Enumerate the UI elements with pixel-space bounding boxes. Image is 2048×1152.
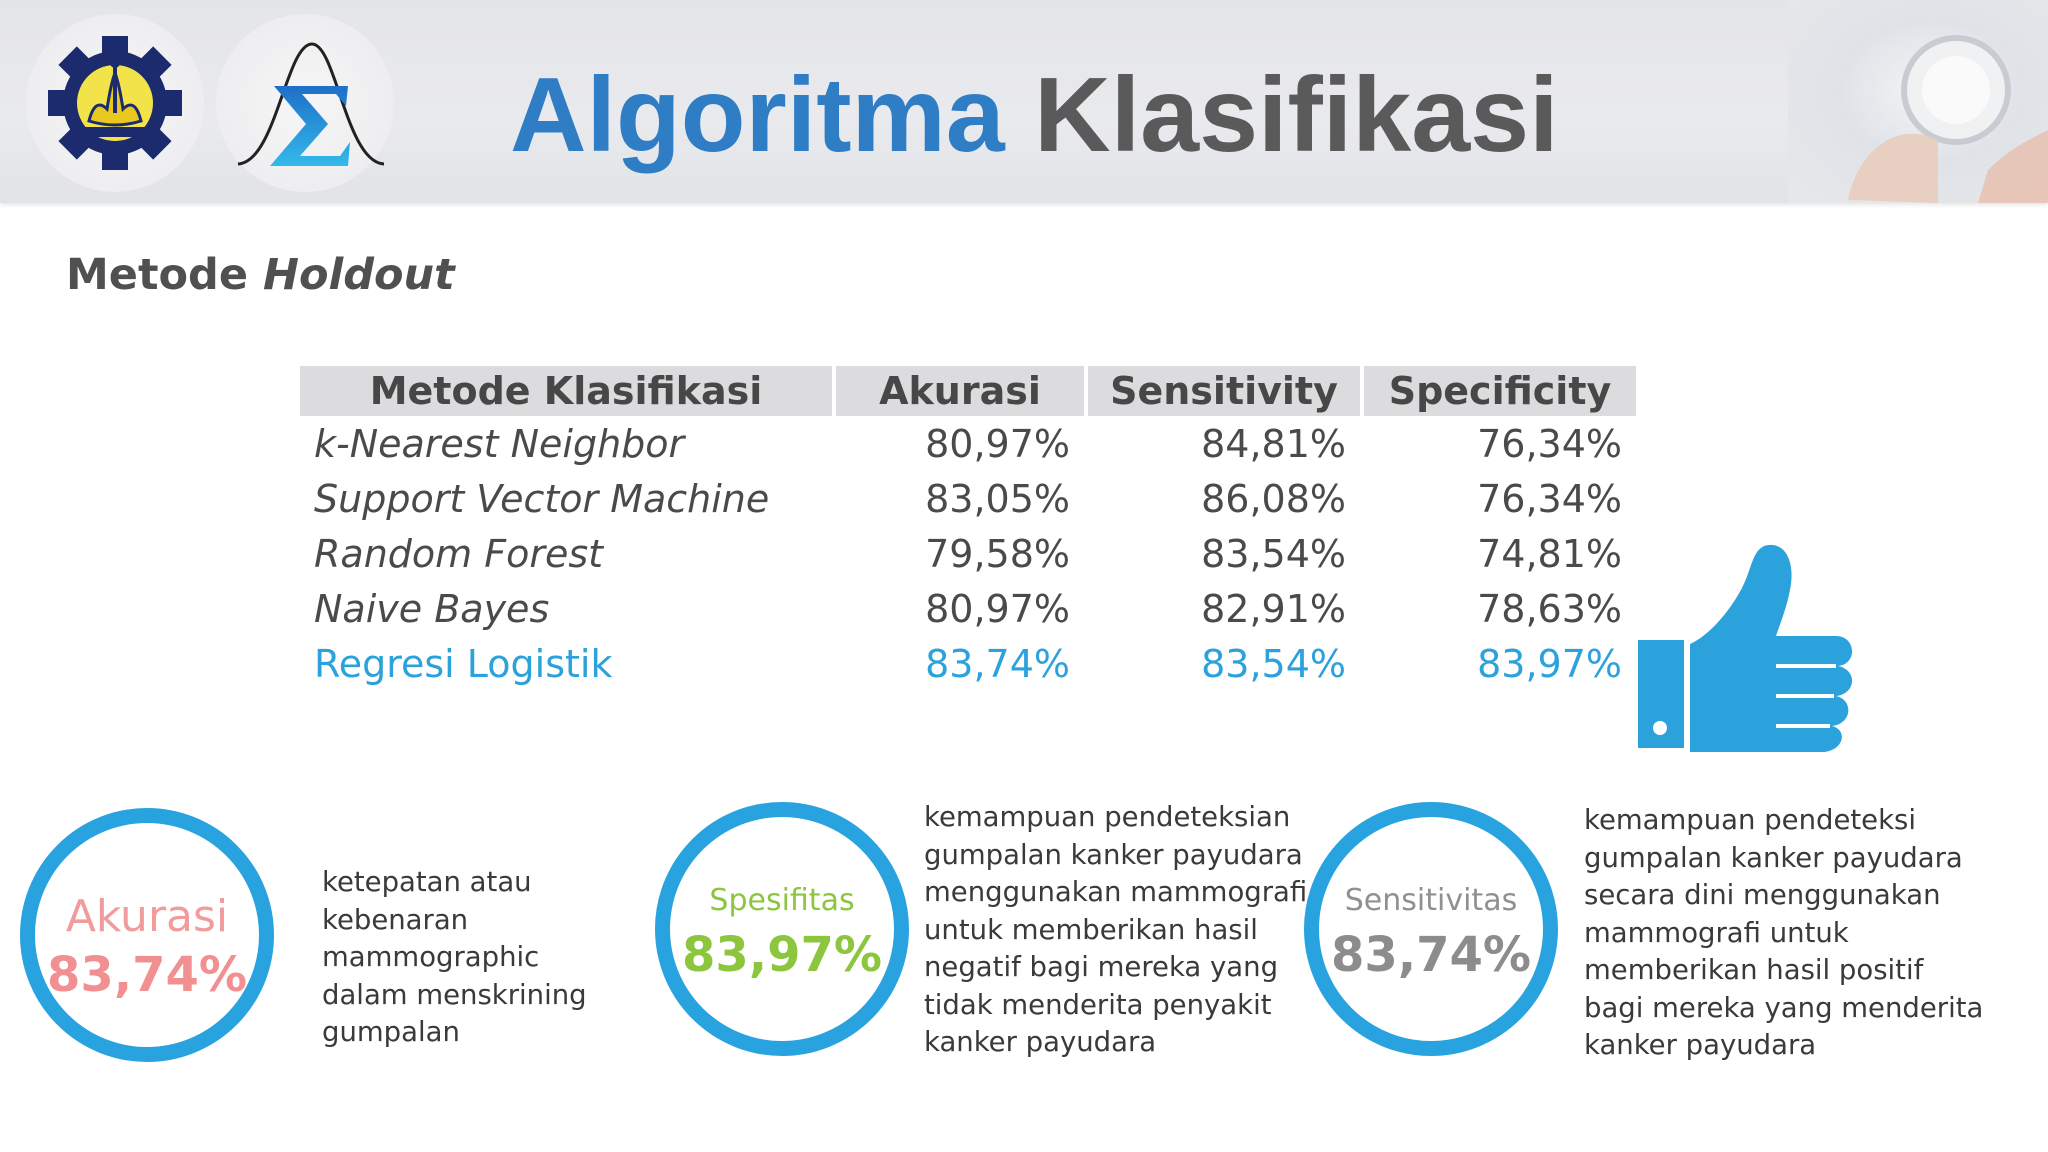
method-name: Naive Bayes — [314, 586, 550, 631]
subtitle-italic: Holdout — [262, 250, 455, 300]
col-header-method: Metode Klasifikasi — [300, 366, 832, 416]
table-row: Random Forest 79,58% 83,54% 74,81% — [300, 526, 1636, 581]
title-part-1: Algoritma — [510, 56, 1005, 174]
specificity-value: 76,34% — [1477, 421, 1622, 466]
akurasi-value: 80,97% — [925, 421, 1070, 466]
method-name: Support Vector Machine — [314, 476, 770, 521]
section-subtitle: Metode Holdout — [66, 250, 455, 300]
page-title: Algoritma Klasifikasi — [510, 50, 1559, 180]
spesifitas-circle: Spesifitas 83,97% — [655, 802, 909, 1056]
akurasi-description: ketepatan atau kebenaran mammographic da… — [322, 866, 587, 1048]
thumbs-up-icon — [1638, 544, 1853, 752]
sensitivitas-circle: Sensitivitas 83,74% — [1304, 802, 1558, 1056]
akurasi-value: 80,97% — [925, 586, 1070, 631]
stethoscope-photo — [1788, 0, 2048, 203]
akurasi-value: 83,74% — [925, 641, 1070, 686]
sensitivity-value: 84,81% — [1201, 421, 1346, 466]
method-name: Random Forest — [314, 531, 604, 576]
sensitivity-value: 86,08% — [1201, 476, 1346, 521]
spesifitas-description: kemampuan pendeteksian gumpalan kanker p… — [924, 801, 1308, 1058]
sensitivity-value: 83,54% — [1201, 641, 1346, 686]
table-row: Naive Bayes 80,97% 82,91% 78,63% — [300, 581, 1636, 636]
sensitivitas-circle-value: 83,74% — [1331, 927, 1531, 983]
specificity-value: 76,34% — [1477, 476, 1622, 521]
sensitivity-value: 82,91% — [1201, 586, 1346, 631]
sigma-curve-logo-icon — [216, 14, 394, 192]
col-header-akurasi: Akurasi — [832, 366, 1084, 416]
spesifitas-circle-value: 83,97% — [682, 927, 882, 983]
subtitle-regular: Metode — [66, 250, 263, 300]
sensitivity-value: 83,54% — [1201, 531, 1346, 576]
specificity-value: 78,63% — [1477, 586, 1622, 631]
slide-header: Algoritma Klasifikasi — [0, 0, 2048, 203]
akurasi-value: 83,05% — [925, 476, 1070, 521]
col-header-specificity: Specificity — [1360, 366, 1636, 416]
akurasi-circle-value: 83,74% — [47, 947, 247, 1003]
its-gear-logo-icon — [26, 14, 204, 192]
specificity-value: 83,97% — [1477, 641, 1622, 686]
spesifitas-circle-label: Spesifitas — [709, 883, 855, 918]
method-name: k-Nearest Neighbor — [314, 421, 685, 466]
akurasi-circle-label: Akurasi — [65, 891, 229, 942]
title-part-2: Klasifikasi — [1034, 56, 1559, 174]
akurasi-circle: Akurasi 83,74% — [20, 808, 274, 1062]
akurasi-value: 79,58% — [925, 531, 1070, 576]
table-row-highlighted: Regresi Logistik 83,74% 83,54% 83,97% — [300, 636, 1636, 691]
table-row: Support Vector Machine 83,05% 86,08% 76,… — [300, 471, 1636, 526]
classification-results-table: Metode Klasifikasi Akurasi Sensitivity S… — [300, 366, 1636, 691]
sensitivitas-description: kemampuan pendeteksi gumpalan kanker pay… — [1584, 804, 1984, 1061]
sensitivitas-circle-label: Sensitivitas — [1344, 883, 1518, 918]
table-header-row: Metode Klasifikasi Akurasi Sensitivity S… — [300, 366, 1636, 416]
specificity-value: 74,81% — [1477, 531, 1622, 576]
method-name: Regresi Logistik — [314, 641, 613, 686]
table-row: k-Nearest Neighbor 80,97% 84,81% 76,34% — [300, 416, 1636, 471]
col-header-sensitivity: Sensitivity — [1084, 366, 1360, 416]
